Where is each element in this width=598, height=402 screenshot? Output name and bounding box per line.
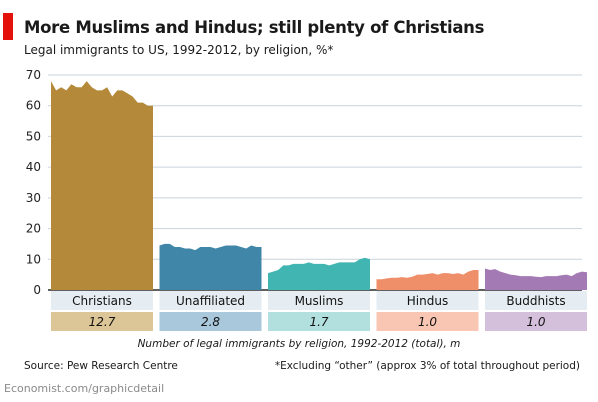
x-axis-note: Number of legal immigrants by religion, … [137,338,461,350]
category-box-unaffiliated [159,291,262,310]
accent-bar [3,13,13,40]
areas [51,81,587,290]
y-tick-label: 70 [26,68,41,82]
y-tick-label: 60 [26,99,41,113]
category-box-muslims [268,291,370,310]
category-label-unaffiliated: Unaffiliated [176,294,245,308]
category-labels: Christians 12.7 Unaffiliated 2.8 Muslims 1.7 H… [51,291,587,331]
area-muslims [268,257,370,290]
chart-subtitle: Legal immigrants to US, 1992-2012, by re… [24,43,334,57]
y-tick-label: 30 [26,191,41,205]
total-box-unaffiliated [159,312,262,331]
y-tick-label: 40 [26,160,41,174]
source-note: Source: Pew Research Centre [24,360,178,372]
category-box-hindus [376,291,479,310]
total-box-christians [51,312,153,331]
y-tick-label: 0 [33,283,41,297]
category-label-muslims: Muslims [295,294,344,308]
category-label-christians: Christians [72,294,132,308]
chart: 0 10 20 30 40 50 60 70 Christians 12.7 Unaffiliat… [26,68,587,331]
total-box-hindus [376,312,479,331]
total-label-muslims: 1.7 [309,315,328,329]
area-hindus [376,270,479,290]
total-label-unaffiliated: 2.8 [201,315,220,329]
category-box-christians [51,291,153,310]
chart-title: More Muslims and Hindus; still plenty of… [24,18,485,37]
area-christians [51,81,153,290]
category-box-buddhists [485,291,587,310]
y-tick-label: 50 [26,129,41,143]
y-tick-label: 20 [26,222,41,236]
total-box-buddhists [485,312,587,331]
category-label-hindus: Hindus [407,294,448,308]
area-unaffiliated [159,243,262,290]
total-label-hindus: 1.0 [418,315,437,329]
total-box-muslims [268,312,370,331]
area-buddhists [485,268,587,290]
brand-url: Economist.com/graphicdetail [4,382,165,395]
total-label-buddhists: 1.0 [526,315,545,329]
category-label-buddhists: Buddhists [506,294,565,308]
footnote: *Excluding “other” (approx 3% of total t… [274,360,580,372]
total-label-christians: 12.7 [89,315,116,329]
y-tick-label: 10 [26,252,41,266]
